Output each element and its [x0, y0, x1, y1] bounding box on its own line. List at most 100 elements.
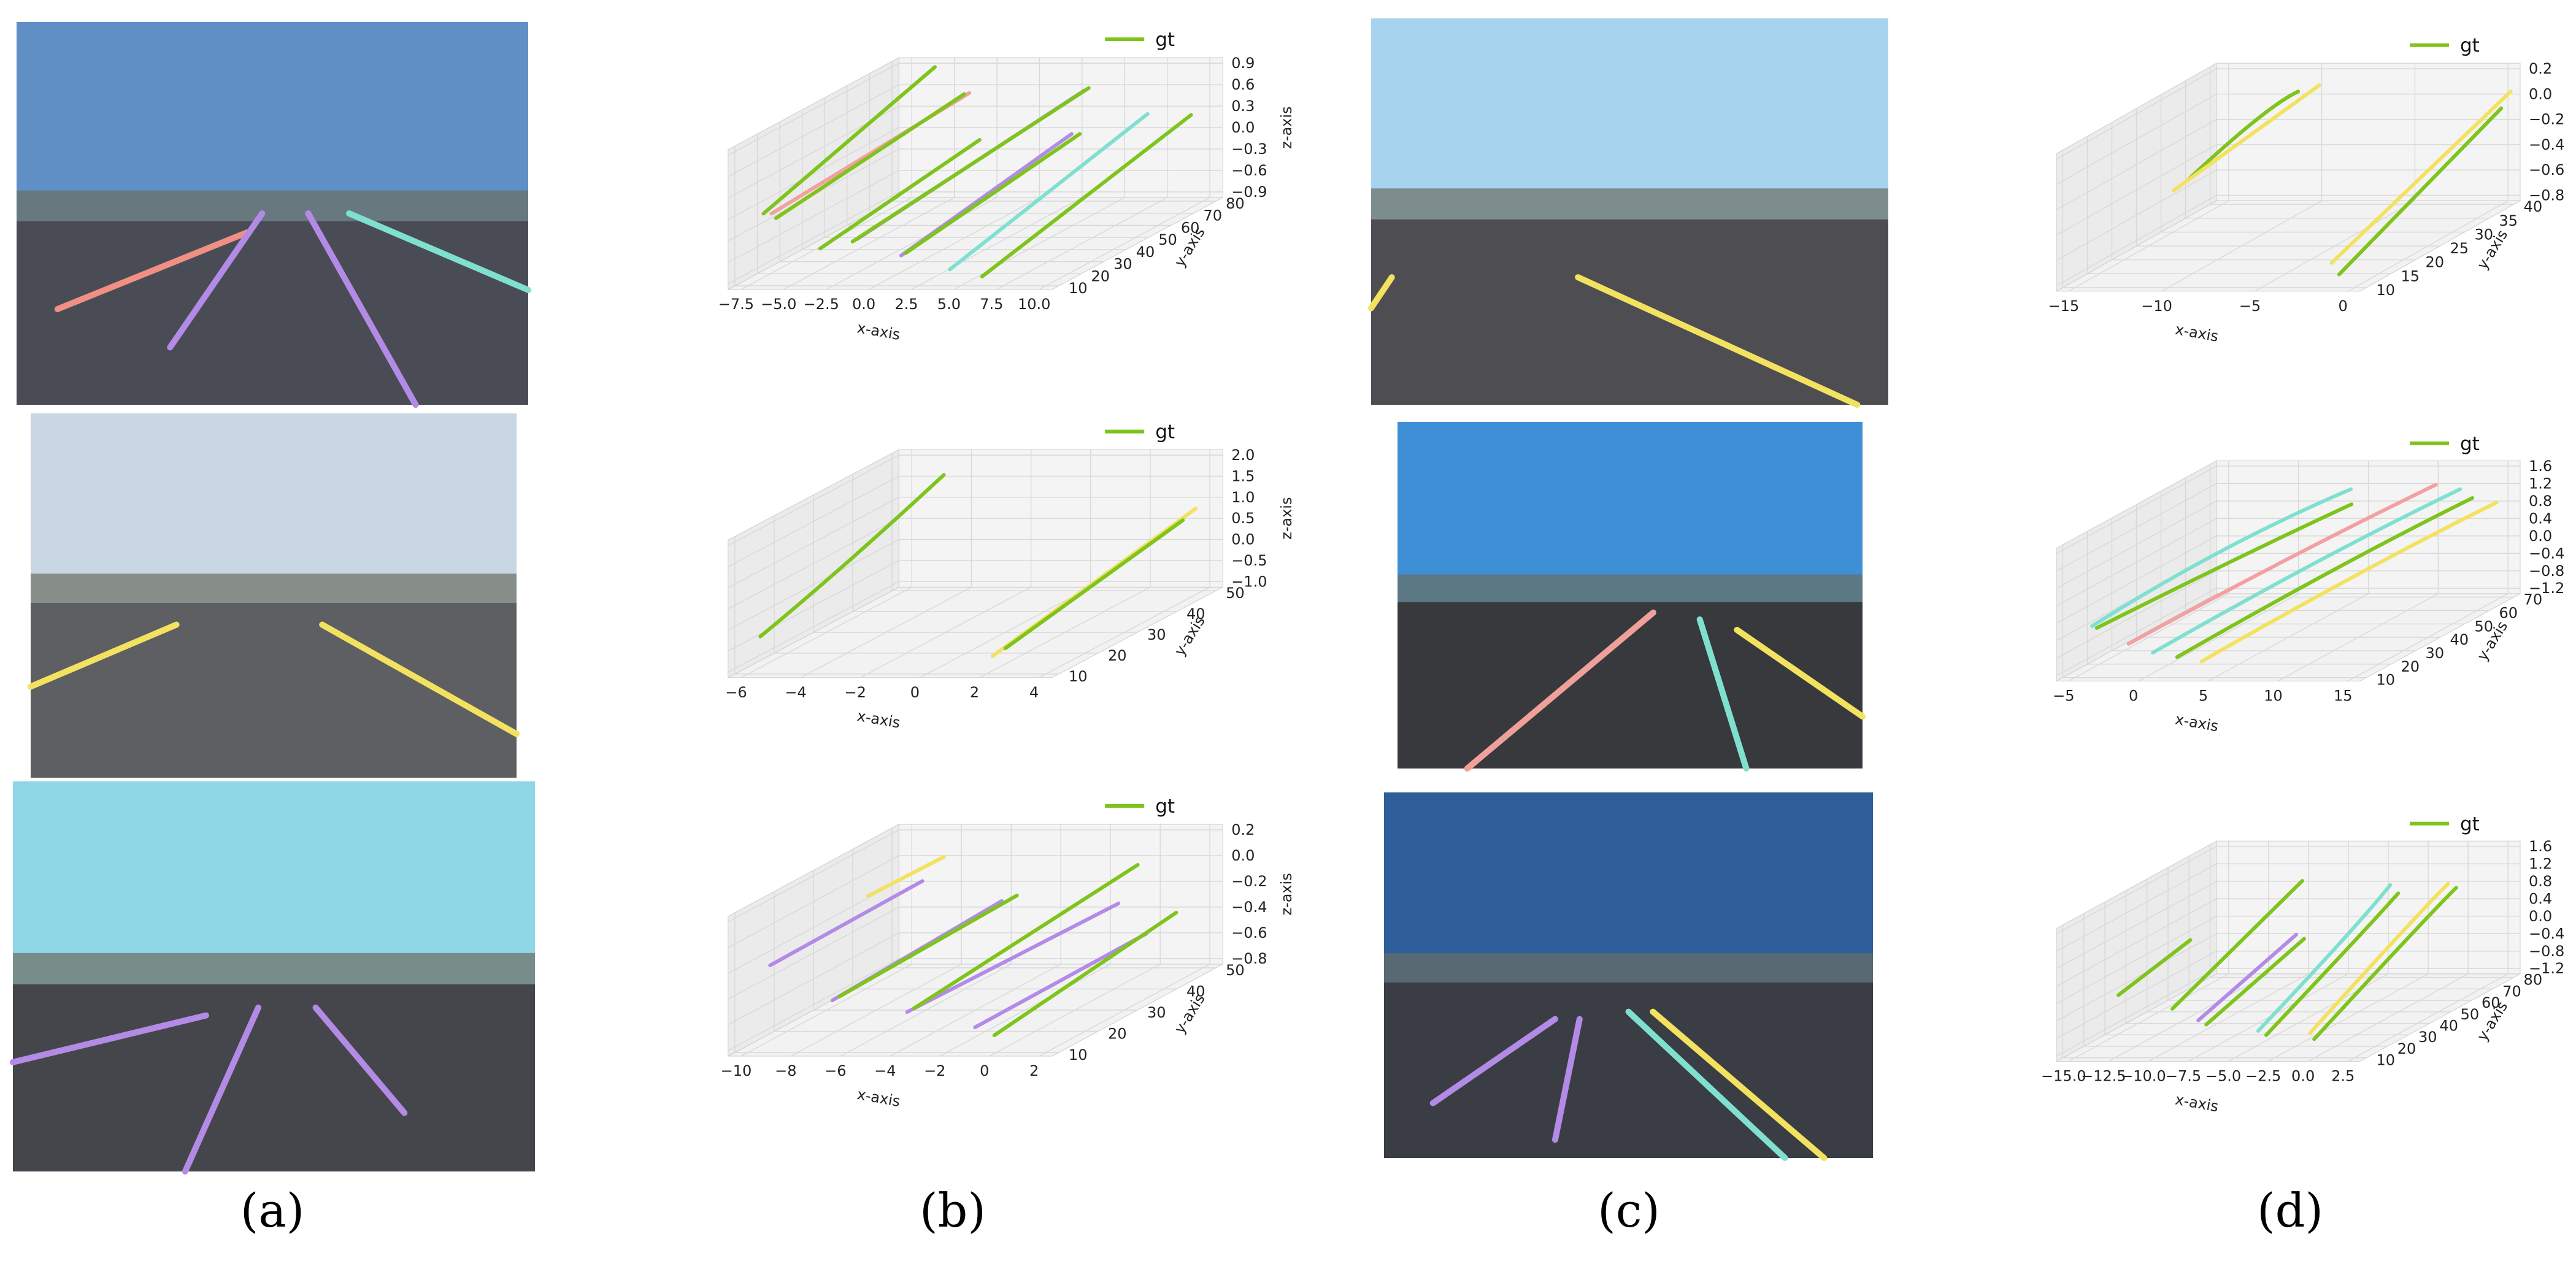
lane-series-line — [2256, 883, 2393, 1033]
x-tick-label: 7.5 — [980, 296, 1003, 313]
lane-series-line — [1003, 518, 1185, 651]
y-tick-label: 20 — [1108, 1025, 1127, 1043]
grid-z-side — [2056, 68, 2217, 160]
lane-series-line — [818, 138, 982, 251]
x-tick-label: −6 — [825, 1062, 846, 1079]
plot-b-top: −7.5 −5.0 −2.5 0.0 2.5 5.0 7.5 10.0 102030405060… — [718, 29, 1295, 343]
grid-x-floor — [1039, 197, 1210, 290]
y-tick-label: 50 — [1226, 962, 1245, 979]
y-tick-label: 30 — [1147, 626, 1166, 643]
grid-z-side — [2056, 93, 2217, 185]
z-tick-label: 0.4 — [2529, 890, 2552, 907]
legend-label: gt — [1155, 795, 1175, 818]
x-tick-label: 15 — [2334, 687, 2353, 704]
y-tick-label: 15 — [2401, 267, 2420, 285]
grid-z-side — [2056, 898, 2217, 987]
z-tick-label: −0.4 — [1231, 899, 1267, 916]
y-axis-label: y-axis — [1171, 613, 1209, 659]
z-tick-label: 0.8 — [2529, 493, 2552, 510]
lane-series-line — [992, 911, 1178, 1037]
x-axis-label: x-axis — [856, 707, 902, 732]
z-tick-label: 0.0 — [1231, 531, 1255, 548]
lane-marking — [1625, 1008, 1788, 1161]
grid-z-side — [728, 454, 899, 546]
y-tick-label: 40 — [2524, 198, 2543, 215]
x-tick-label: −2 — [924, 1062, 945, 1079]
grid-z-side — [2056, 968, 2217, 1057]
y-tick-label: 80 — [2524, 972, 2543, 989]
x-tick-label: −10 — [2141, 297, 2172, 315]
x-axis-label: x-axis — [2174, 1091, 2220, 1116]
x-axis-label: x-axis — [856, 319, 902, 343]
z-tick-label: −0.6 — [2529, 161, 2564, 178]
grid-z-side — [728, 84, 899, 177]
grid-z-side — [2056, 466, 2217, 554]
z-tick-label: −0.4 — [2529, 136, 2564, 153]
pane-back — [2216, 840, 2521, 975]
photo-roadside — [1398, 574, 1863, 602]
grid-z-side — [728, 581, 899, 673]
x-tick-label: 2.5 — [2331, 1067, 2355, 1084]
lane-marking — [167, 210, 266, 351]
lane-series-line — [768, 879, 925, 967]
photo-ground — [17, 221, 528, 405]
z-tick-label: 0.0 — [2529, 85, 2552, 102]
grid-z-side — [728, 475, 899, 567]
lane-series-line — [2204, 937, 2307, 1027]
grid-z-side — [2056, 846, 2217, 935]
grid-x-floor — [911, 197, 1083, 290]
legend-label: gt — [1155, 29, 1175, 51]
z-tick-label: 1.6 — [2529, 838, 2552, 855]
x-tick-label: −4 — [874, 1062, 896, 1079]
lane-series-line — [2337, 106, 2504, 277]
x-axis-label: x-axis — [2174, 711, 2220, 735]
x-tick-label: 0.0 — [2291, 1067, 2315, 1084]
lane-series-line — [2329, 90, 2513, 265]
caption-d: (d) — [2257, 1183, 2323, 1238]
y-tick-label: 20 — [1108, 647, 1127, 664]
x-tick-label: −2.5 — [2245, 1067, 2281, 1084]
photo-ground — [1371, 219, 1888, 405]
x-tick-label: 0 — [980, 1062, 989, 1079]
y-tick-label: 30 — [1147, 1004, 1166, 1021]
grid-z-side — [728, 63, 899, 156]
grid-z-side — [2056, 863, 2217, 952]
lane-series-line — [761, 65, 937, 216]
lane-marking — [1575, 274, 1861, 408]
z-tick-label: 0.3 — [1231, 98, 1255, 115]
z-tick-label: 0.6 — [1231, 76, 1255, 93]
lane-marking — [1696, 616, 1750, 772]
x-tick-label: −8 — [775, 1062, 796, 1079]
lane-series-line — [904, 132, 1082, 255]
lane-marking — [319, 621, 520, 737]
photo-a2-hill-street — [28, 413, 520, 778]
plot-d-middle: −5 0 5 10 15102030405060701.61.20.80.40.0−0.… — [2053, 433, 2576, 735]
caption-layer: (a) (b) (c) (d) — [240, 1183, 2323, 1238]
y-tick-label: 20 — [1091, 267, 1110, 285]
lane-series-line — [2312, 886, 2458, 1041]
lane-marking — [305, 210, 419, 408]
x-tick-label: 10 — [2264, 687, 2283, 704]
z-tick-label: 0.4 — [2529, 510, 2552, 527]
z-tick-label: 0.0 — [2529, 908, 2552, 925]
lane-marking — [54, 229, 250, 312]
x-tick-label: −15.0 — [2041, 1067, 2086, 1084]
x-tick-label: 5 — [2199, 687, 2208, 704]
z-tick-label: 0.9 — [1231, 55, 1255, 72]
grid-z-side — [728, 127, 899, 220]
x-tick-label: 10.0 — [1018, 296, 1050, 313]
grid-z-side — [2056, 194, 2217, 286]
grid-z-side — [728, 518, 899, 610]
x-tick-label: −10.0 — [2121, 1067, 2166, 1084]
photo-roadside — [17, 190, 528, 221]
z-tick-label: 0.5 — [1231, 510, 1255, 527]
grid-z-side — [2056, 500, 2217, 589]
lane-series-line — [866, 855, 946, 898]
z-tick-label: −1.2 — [2529, 960, 2564, 977]
lane-series-line — [2094, 502, 2354, 630]
y-tick-label: 30 — [1113, 256, 1132, 273]
y-tick-label: 40 — [1136, 243, 1155, 261]
y-tick-label: 10 — [2376, 1052, 2395, 1069]
grid-z-side — [728, 932, 899, 1025]
